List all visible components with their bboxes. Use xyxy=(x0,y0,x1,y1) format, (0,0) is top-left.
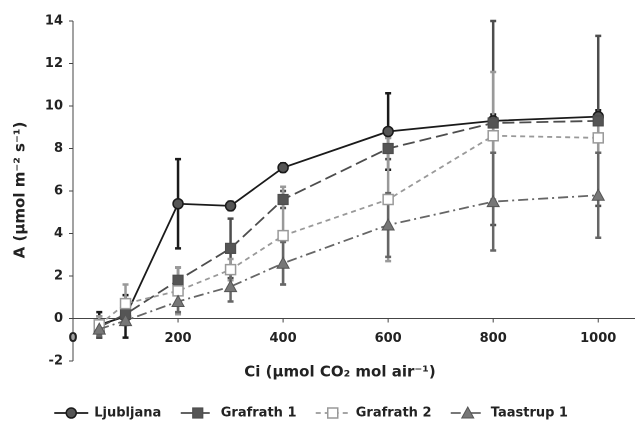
marker xyxy=(382,142,394,155)
x-tick-label: 600 xyxy=(375,331,402,346)
marker xyxy=(381,217,395,231)
x-tick-label: 1000 xyxy=(580,331,616,346)
legend-label: Ljubljana xyxy=(94,406,161,421)
marker xyxy=(119,297,132,310)
marker xyxy=(487,117,499,129)
marker xyxy=(277,229,289,242)
marker xyxy=(486,194,501,208)
marker xyxy=(224,200,237,212)
legend-label: Grafrath 2 xyxy=(356,406,432,421)
series-line xyxy=(98,119,599,328)
marker xyxy=(92,322,107,335)
y-tick-label: 2 xyxy=(54,269,63,284)
marker xyxy=(224,263,237,276)
marker xyxy=(591,188,606,201)
marker xyxy=(460,405,475,419)
marker xyxy=(172,285,184,297)
series-line xyxy=(98,194,599,330)
y-tick-label: 10 xyxy=(45,99,63,114)
marker xyxy=(276,256,290,269)
marker xyxy=(171,294,185,307)
marker xyxy=(223,279,238,293)
marker xyxy=(172,274,184,286)
x-tick-label: 400 xyxy=(270,331,297,346)
marker xyxy=(487,130,499,142)
y-tick-label: 14 xyxy=(45,14,63,29)
marker xyxy=(327,407,339,419)
marker xyxy=(172,198,184,210)
marker xyxy=(65,407,77,419)
marker xyxy=(592,132,604,144)
marker xyxy=(192,407,204,419)
marker xyxy=(224,242,237,254)
marker xyxy=(382,193,394,206)
legend-label: Grafrath 1 xyxy=(221,406,297,421)
x-tick-label: 800 xyxy=(480,331,507,346)
series-line xyxy=(98,134,599,326)
x-tick-label: 200 xyxy=(164,331,191,346)
y-axis-title: A (µmol m⁻² s⁻¹) xyxy=(11,122,29,259)
y-tick-label: -2 xyxy=(49,354,63,369)
marker xyxy=(592,115,604,127)
legend-label: Taastrup 1 xyxy=(491,406,568,421)
y-tick-label: 12 xyxy=(45,56,63,71)
y-tick-label: 6 xyxy=(54,184,63,199)
series-line xyxy=(98,115,599,326)
marker xyxy=(277,193,289,206)
x-axis-title: Ci (µmol CO₂ mol air⁻¹) xyxy=(244,363,435,381)
marker xyxy=(118,313,133,327)
y-tick-label: 4 xyxy=(54,226,63,241)
marker xyxy=(382,125,394,138)
marker xyxy=(277,161,289,174)
y-tick-label: 8 xyxy=(54,141,63,156)
y-tick-label: 0 xyxy=(54,311,63,326)
x-tick-label: 0 xyxy=(68,331,77,346)
